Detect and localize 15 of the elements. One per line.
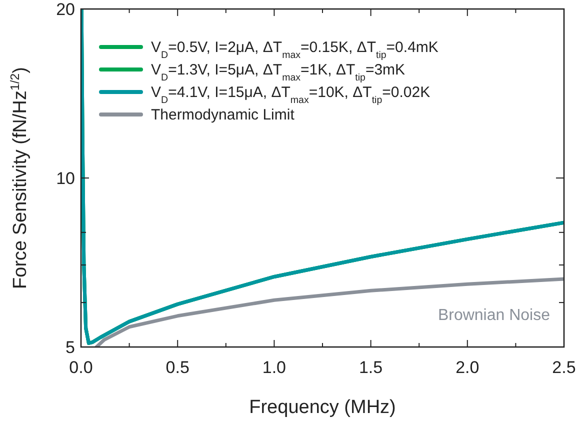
x-axis-title: Frequency (MHz) (249, 397, 396, 418)
x-tick-label: 0.5 (166, 358, 190, 377)
x-tick-label: 2.0 (456, 358, 480, 377)
x-tick-label: 0.0 (69, 358, 93, 377)
x-tick-label: 1.5 (358, 358, 383, 377)
y-tick-label: 20 (56, 0, 75, 19)
legend-label: V$_{D}$=1.3V, I=5μA, ΔT$_{max}$=1K, ΔT$_{tip}$=3mK (151, 62, 406, 83)
legend-label: Thermodynamic Limit (151, 106, 296, 124)
legend-label: V$_{D}$=4.1V, I=15μA, ΔT$_{max}$=10K, ΔT$_{tip}$=0.02K (151, 84, 430, 106)
annotation: Brownian Noise (438, 307, 550, 324)
x-tick-label: 2.5 (552, 358, 576, 377)
y-tick-label: 5 (66, 338, 75, 357)
legend-label: V$_{D}$=0.5V, I=2μA, ΔT$_{max}$=0.15K, ΔT$_{tip}$=0.4mK (151, 39, 438, 60)
y-tick-label: 10 (56, 169, 75, 188)
x-tick-label: 1.0 (262, 358, 286, 377)
